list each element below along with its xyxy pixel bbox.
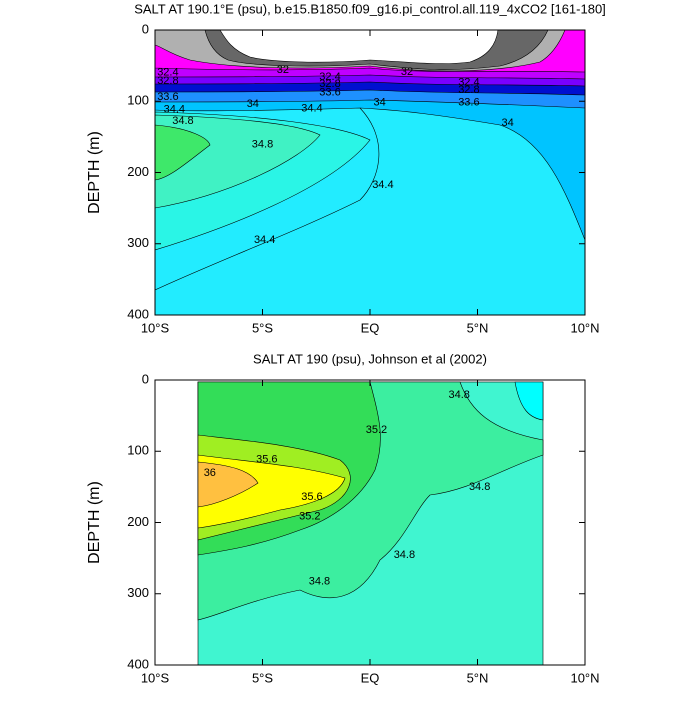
y-tick-label: 0 bbox=[142, 21, 149, 36]
contour-label: 32.4 bbox=[458, 77, 479, 89]
x-tick-label: 5°S bbox=[252, 320, 273, 335]
contour-fills bbox=[155, 30, 585, 315]
y-tick-label: 400 bbox=[127, 656, 149, 671]
contour-label: 32.8 bbox=[157, 75, 178, 87]
y-tick-label: 200 bbox=[127, 164, 149, 179]
x-tick-label: 10°N bbox=[570, 320, 599, 335]
contour-label: 34 bbox=[374, 97, 386, 109]
y-tick-label: 400 bbox=[127, 306, 149, 321]
contour-label: 36 bbox=[204, 467, 216, 479]
contour-label: 32.8 bbox=[458, 84, 479, 96]
x-tick-label: EQ bbox=[361, 320, 380, 335]
x-tick-label: 10°N bbox=[570, 670, 599, 685]
contour-label: 33.6 bbox=[458, 97, 479, 109]
contour-fill bbox=[514, 381, 544, 421]
y-tick-label: 100 bbox=[127, 93, 149, 108]
contour-label: 35.6 bbox=[256, 454, 277, 466]
y-tick-label: 300 bbox=[127, 235, 149, 250]
x-tick-label: 5°S bbox=[252, 670, 273, 685]
y-axis-label: DEPTH (m) bbox=[86, 131, 103, 214]
x-tick-label: 10°S bbox=[141, 320, 170, 335]
contour-label: 34.4 bbox=[301, 102, 322, 114]
contour-label: 34.8 bbox=[449, 389, 470, 401]
chart-title: SALT AT 190 (psu), Johnson et al (2002) bbox=[253, 351, 487, 366]
contour-fill bbox=[197, 461, 259, 508]
contour-fill bbox=[155, 124, 211, 181]
chart-title: SALT AT 190.1°E (psu), b.e15.B1850.f09_g… bbox=[134, 1, 606, 16]
contour-label: 32 bbox=[277, 64, 289, 76]
contour-fill bbox=[219, 30, 499, 64]
y-tick-label: 0 bbox=[142, 371, 149, 386]
contour-line bbox=[155, 107, 380, 291]
contour-label: 32.4 bbox=[157, 67, 178, 79]
contour-label: 35.6 bbox=[301, 491, 322, 503]
contour-label: 32 bbox=[401, 66, 413, 78]
contour-label: 34.8 bbox=[309, 576, 330, 588]
contour-label: 35.2 bbox=[299, 511, 320, 523]
y-tick-label: 200 bbox=[127, 514, 149, 529]
x-tick-label: 5°N bbox=[467, 670, 489, 685]
contour-label: 34.8 bbox=[252, 139, 273, 151]
contour-label: 33.6 bbox=[319, 87, 340, 99]
contour-label: 34 bbox=[247, 98, 259, 110]
contour-label: 34.8 bbox=[172, 115, 193, 127]
contour-label: 34.4 bbox=[164, 104, 185, 116]
x-tick-label: 5°N bbox=[467, 320, 489, 335]
contour-label: 34.4 bbox=[372, 179, 393, 191]
y-tick-label: 300 bbox=[127, 585, 149, 600]
contour-label: 35.2 bbox=[366, 424, 387, 436]
contour-label: 34.4 bbox=[254, 234, 275, 246]
contour-label: 34.8 bbox=[469, 481, 490, 493]
x-tick-label: EQ bbox=[361, 670, 380, 685]
contour-fills bbox=[197, 381, 544, 665]
contour-label: 33.6 bbox=[157, 91, 178, 103]
contour-label: 32.8 bbox=[319, 78, 340, 90]
x-tick-label: 10°S bbox=[141, 670, 170, 685]
contour-label: 34.8 bbox=[394, 549, 415, 561]
y-tick-label: 100 bbox=[127, 443, 149, 458]
contour-label: 34 bbox=[501, 117, 513, 129]
y-axis-label: DEPTH (m) bbox=[86, 481, 103, 564]
contour-label: 32.4 bbox=[319, 71, 340, 83]
